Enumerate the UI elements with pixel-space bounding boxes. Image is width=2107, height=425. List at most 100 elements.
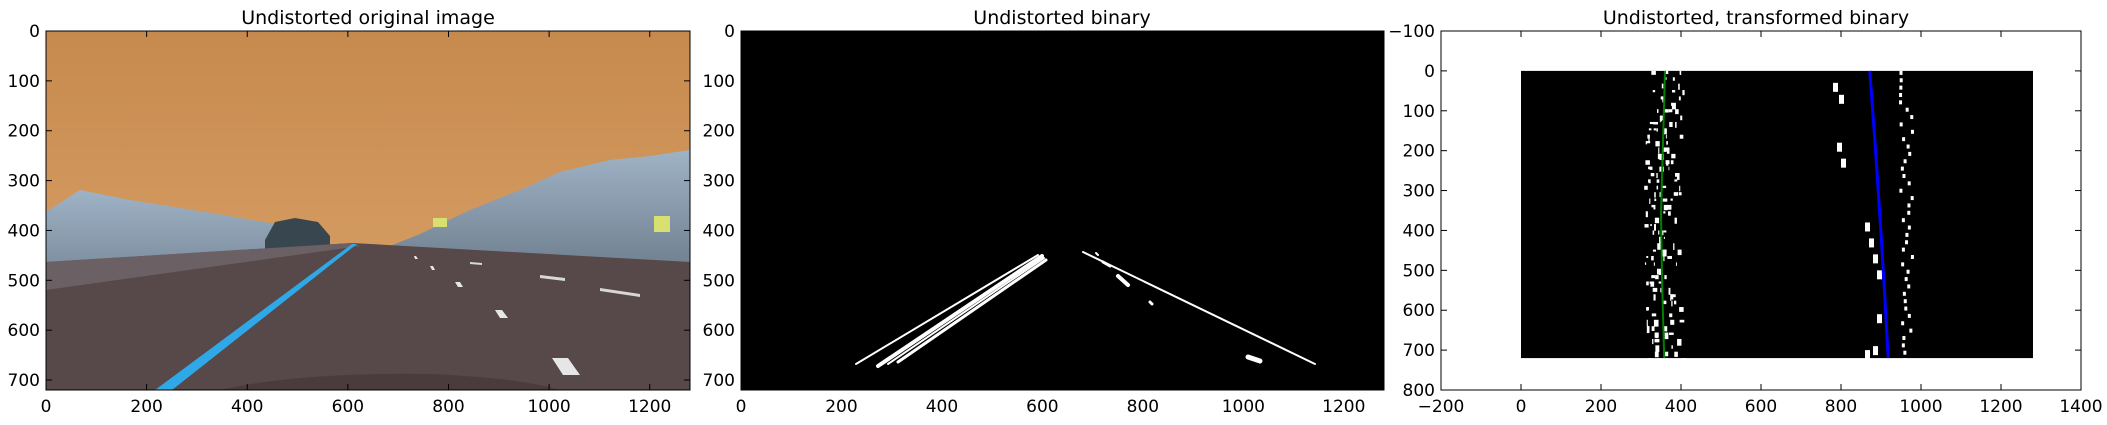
lane-pixel	[1902, 173, 1906, 178]
lane-pixel	[1677, 249, 1682, 256]
lane-pixel	[1655, 275, 1659, 280]
lane-pixel	[1648, 128, 1652, 131]
x-tick-label: 1000	[1899, 397, 1942, 417]
lane-pixel	[1679, 319, 1685, 323]
lane-pixel	[1656, 173, 1658, 179]
lane-pixel	[1645, 160, 1650, 165]
lane-pixel	[1651, 326, 1655, 331]
lane-pixel	[1654, 198, 1657, 202]
x-tick-label: 600	[1026, 397, 1058, 417]
lane-pixel	[1659, 236, 1662, 244]
lane-pixel	[1668, 109, 1673, 113]
y-tick-label: 600	[1403, 301, 1435, 321]
lane-pixel	[1671, 345, 1673, 349]
lane-pixel	[1873, 346, 1878, 356]
x-tick-label: 800	[432, 397, 464, 417]
panel2-y-axis: 0 100 200 300 400 500 600 700	[703, 22, 1384, 391]
lane-pixel	[1662, 147, 1667, 152]
lane-pixel	[1654, 217, 1660, 224]
lane-pixel	[1666, 160, 1669, 166]
lane-pixel	[1661, 230, 1664, 236]
y-tick-label: 200	[1403, 142, 1435, 162]
lane-pixel	[1660, 115, 1662, 122]
lane-pixel	[1644, 185, 1648, 190]
x-tick-label: −200	[1418, 397, 1465, 417]
lane-pixel	[1839, 94, 1844, 104]
y-tick-label: 0	[724, 22, 735, 42]
lane-pixel	[1646, 319, 1648, 327]
lane-pixel	[1901, 321, 1905, 326]
panel3-x-axis: −200 0 200 400 600 800 1000 1200 1400	[1418, 31, 2103, 417]
lane-pixel	[1652, 230, 1655, 235]
lane-pixel	[1906, 144, 1910, 149]
panel-binary: Undistorted binary 0 200 400 600 800 1000 1200…	[703, 7, 1385, 417]
lane-pixel	[1648, 358, 1652, 363]
lane-pixel	[1657, 153, 1661, 160]
lane-pixel	[1670, 319, 1675, 325]
lane-pixel	[1659, 192, 1662, 198]
transformed-image	[1521, 70, 2033, 359]
lane-pixel	[1662, 249, 1667, 257]
lane-pixel	[1680, 115, 1683, 121]
lane-pixel	[1650, 224, 1652, 227]
lane-pixel	[1649, 166, 1653, 170]
x-tick-label: 1000	[1222, 397, 1265, 417]
lane-pixel	[1902, 335, 1906, 340]
lane-pixel	[1841, 158, 1846, 168]
lane-pixel	[1899, 188, 1903, 193]
lane-pixel	[1681, 358, 1686, 365]
lane-pixel	[1664, 332, 1669, 340]
lane-pixel	[1654, 351, 1659, 358]
x-tick-label: 800	[1825, 397, 1857, 417]
lane-pixel	[1678, 192, 1682, 196]
lane-pixel	[1679, 134, 1684, 139]
transformed-left-lane-pixels	[1644, 70, 1686, 365]
lane-pixel	[1644, 224, 1649, 228]
panel-transformed: Undistorted, transformed binary −200 0 200…	[1388, 7, 2102, 417]
lane-pixel	[1877, 314, 1882, 324]
lane-pixel	[1658, 358, 1660, 362]
y-tick-label: 400	[703, 221, 735, 241]
lane-pixel	[1657, 338, 1660, 343]
lane-pixel	[1899, 92, 1903, 97]
lane-pixel	[1675, 109, 1679, 115]
y-tick-label: 500	[703, 271, 735, 291]
lane-pixel	[1907, 203, 1911, 208]
lane-pixel	[1649, 198, 1651, 204]
lane-pixel	[1653, 319, 1659, 327]
lane-pixel	[1664, 109, 1669, 113]
y-tick-label: 700	[703, 371, 735, 391]
original-image	[46, 31, 690, 390]
panel1-title: Undistorted original image	[241, 7, 495, 29]
lane-pixel	[1663, 230, 1667, 233]
lane-pixel	[1668, 211, 1671, 216]
lane-pixel	[1650, 281, 1655, 287]
panel2-frame	[740, 30, 1385, 391]
lane-pixel	[1653, 121, 1658, 125]
lane-pixel	[1663, 236, 1665, 240]
lane-pixel	[1651, 204, 1655, 208]
lane-pixel	[1678, 96, 1681, 101]
lane-pixel	[1648, 179, 1651, 183]
x-tick-label: 1200	[628, 397, 671, 417]
lane-pixel	[1652, 90, 1656, 93]
y-tick-label: 200	[8, 122, 40, 142]
lane-pixel	[1660, 115, 1665, 121]
lane-pixel	[1903, 350, 1907, 355]
lane-pixel	[1907, 313, 1911, 318]
lane-pixel	[1665, 134, 1667, 139]
right-lane-fit	[1868, 70, 1890, 359]
lane-pixel	[1677, 338, 1682, 346]
lane-pixel	[1646, 307, 1649, 310]
lane-pixel	[1674, 217, 1677, 224]
lane-pixel	[1646, 281, 1649, 286]
y-tick-label: −100	[1388, 22, 1435, 42]
lane-pixel	[1907, 210, 1911, 215]
lane-pixel	[1900, 166, 1904, 171]
y-tick-label: 300	[8, 172, 40, 192]
x-tick-label: 600	[332, 397, 364, 417]
lane-pixel	[1654, 338, 1659, 343]
lane-pixel	[1666, 204, 1672, 210]
lane-pixel	[1902, 137, 1906, 142]
